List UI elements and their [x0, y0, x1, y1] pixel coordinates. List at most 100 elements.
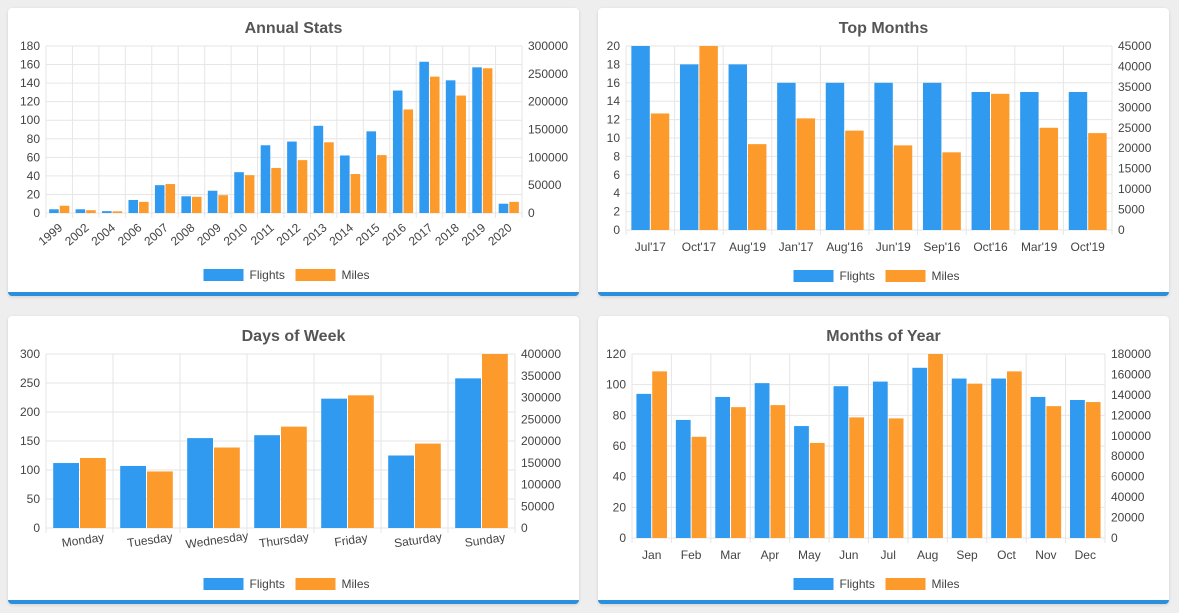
- bar-flights-2019: [472, 67, 482, 213]
- left-axis-tick-label: 6: [613, 168, 620, 182]
- bar-miles-thursday: [281, 426, 307, 528]
- right-axis-tick-label: 160000: [1111, 367, 1151, 381]
- bar-flights-oct19: [1068, 92, 1088, 230]
- bar-flights-2015: [366, 131, 377, 213]
- bar-miles-sunday: [482, 354, 508, 528]
- bar-miles-aug16: [845, 130, 864, 230]
- bar-miles-mar19: [1039, 127, 1059, 230]
- gridlines: [45, 353, 516, 533]
- left-axis-tick-label: 180: [20, 39, 40, 53]
- right-axis-tick-label: 200000: [521, 434, 561, 448]
- bar-miles-2018: [456, 95, 466, 213]
- bar-flights-2020: [498, 203, 509, 213]
- chart-title: Months of Year: [826, 328, 940, 345]
- bar-miles-nov: [1046, 406, 1062, 538]
- bars: [49, 61, 519, 214]
- x-axis-tick-label: Jun'19: [876, 240, 911, 254]
- legend: Flights Miles: [203, 577, 370, 591]
- legend-swatch-miles: [295, 269, 336, 281]
- bar-flights-2017: [419, 61, 429, 214]
- bar-miles-oct: [1006, 371, 1022, 538]
- right-axis-tick-label: 250000: [521, 412, 561, 426]
- left-axis-tick-label: 0: [619, 531, 626, 545]
- left-axis-tick-label: 10: [607, 131, 621, 145]
- legend-item-miles[interactable]: Miles: [295, 577, 370, 591]
- bar-flights-2018: [445, 80, 456, 213]
- legend-item-miles[interactable]: Miles: [295, 268, 370, 282]
- left-axis-tick-label: 300: [20, 347, 40, 361]
- legend-label: Miles: [342, 268, 370, 282]
- bar-flights-2002: [75, 209, 86, 213]
- right-axis-tick-label: 100000: [521, 478, 561, 492]
- right-axis-tick-label: 50000: [528, 178, 562, 192]
- x-axis-tick-label: Tuesday: [126, 530, 173, 550]
- bar-miles-2008: [191, 196, 202, 213]
- bar-miles-mar: [731, 407, 746, 538]
- bar-miles-1999: [59, 205, 70, 213]
- bar-miles-2010: [244, 175, 255, 213]
- bar-miles-sep: [967, 383, 983, 538]
- chart-title: Annual Stats: [245, 20, 343, 37]
- bars: [53, 354, 508, 528]
- bar-flights-saturday: [388, 455, 414, 528]
- legend-item-miles[interactable]: Miles: [885, 269, 960, 283]
- top-months-chart: Top Months 0 2 4 6 8 10 12 14 16 18 20 0 5000 10000 150…: [607, 20, 1152, 283]
- bar-miles-2016: [403, 109, 414, 213]
- bar-miles-2004: [112, 211, 123, 213]
- x-axis-tick-label: Jun: [839, 548, 858, 562]
- legend-item-flights[interactable]: Flights: [203, 577, 285, 591]
- bar-flights-wednesday: [187, 438, 213, 528]
- legend-item-flights[interactable]: Flights: [793, 269, 875, 283]
- x-axis-tick-label: 2011: [248, 220, 277, 248]
- legend-item-flights[interactable]: Flights: [203, 268, 285, 282]
- left-axis-tick-label: 60: [27, 150, 41, 164]
- bar-flights-2011: [260, 145, 271, 213]
- right-axis-tick-label: 45000: [1118, 39, 1152, 53]
- right-axis-tick-label: 400000: [521, 347, 561, 361]
- bar-flights-friday: [321, 398, 347, 528]
- legend-swatch-miles: [295, 578, 336, 590]
- right-axis-tick-label: 20000: [1111, 511, 1145, 525]
- bar-miles-2002: [86, 210, 96, 213]
- x-axis-tick-label: Friday: [333, 531, 368, 550]
- legend-item-flights[interactable]: Flights: [793, 577, 875, 591]
- bar-flights-jun: [833, 386, 849, 538]
- x-axis-tick-label: 2020: [485, 220, 515, 248]
- x-axis-tick-label: 2012: [274, 220, 304, 248]
- left-axis-tick-label: 250: [20, 376, 40, 390]
- left-axis-tick-label: 160: [20, 58, 40, 72]
- legend-label: Flights: [840, 269, 875, 283]
- bar-miles-wednesday: [214, 447, 240, 528]
- x-axis-tick-label: Aug: [917, 548, 938, 562]
- gridlines: [45, 45, 523, 218]
- x-axis-tick-label: 2002: [62, 220, 92, 248]
- legend-swatch-flights: [793, 578, 834, 590]
- left-axis-tick-label: 14: [607, 94, 621, 108]
- legend-swatch-flights: [203, 269, 244, 281]
- bar-flights-jul17: [631, 46, 650, 230]
- x-axis-tick-label: Jan: [642, 548, 661, 562]
- right-axis-tick-label: 300000: [521, 391, 561, 405]
- bar-flights-jan: [636, 393, 652, 538]
- right-axis-tick-label: 180000: [1111, 347, 1151, 361]
- x-axis-tick-label: 2004: [89, 220, 119, 248]
- bar-miles-monday: [80, 457, 106, 528]
- x-axis-tick-label: Wednesday: [185, 529, 249, 552]
- legend-item-miles[interactable]: Miles: [885, 577, 960, 591]
- right-axis-tick-label: 140000: [1111, 388, 1151, 402]
- right-axis-tick-label: 15000: [1118, 162, 1152, 176]
- left-axis-tick-label: 50: [27, 492, 41, 506]
- top-months-card: Top Months 0 2 4 6 8 10 12 14 16 18 20 0 5000 10000 150…: [598, 8, 1169, 296]
- left-axis-tick-label: 100: [606, 378, 626, 392]
- bar-flights-thursday: [254, 435, 280, 528]
- x-axis-tick-label: 2008: [168, 220, 198, 248]
- x-axis-tick-label: Mar: [720, 548, 741, 562]
- left-axis-tick-label: 150: [20, 434, 40, 448]
- bar-flights-mar19: [1020, 92, 1039, 230]
- bars: [631, 46, 1107, 231]
- bar-flights-oct17: [679, 64, 699, 231]
- x-axis-tick-label: Sep: [956, 548, 978, 562]
- x-axis-tick-label: Oct'17: [682, 240, 717, 254]
- bar-miles-2014: [350, 174, 361, 213]
- bar-flights-2010: [234, 172, 244, 213]
